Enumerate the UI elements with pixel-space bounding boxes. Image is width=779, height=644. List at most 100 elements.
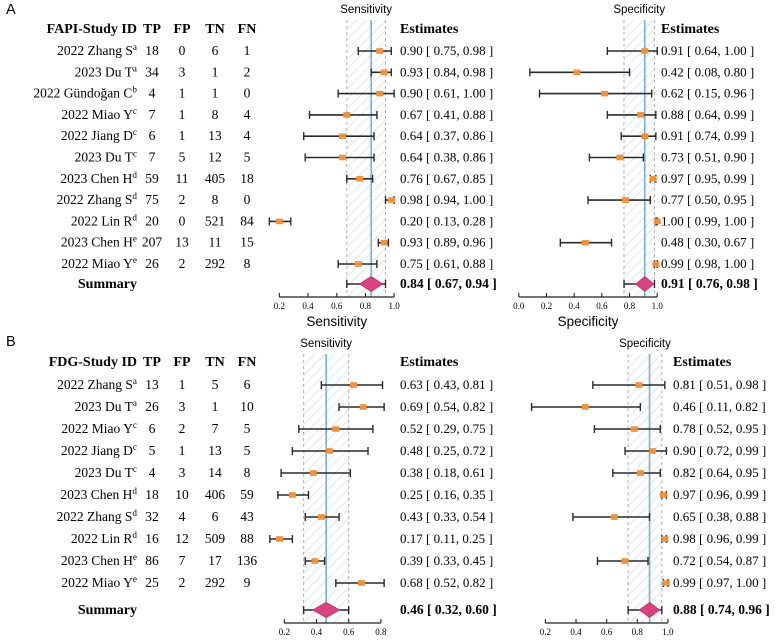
study-label: 2023 Chen He (61, 552, 137, 568)
study-label: 2022 Miao Ye (61, 574, 137, 590)
point-estimate-marker (621, 197, 629, 203)
cell-fn: 8 (244, 256, 251, 271)
point-estimate-marker (652, 261, 660, 267)
cell-tp: 4 (149, 465, 156, 480)
axis-tick-label: 0.2 (279, 627, 290, 637)
estimate-label: 0.93 [ 0.84, 0.98 ] (400, 64, 493, 79)
point-estimate-marker (317, 514, 325, 520)
axis-tick-label: 0.4 (302, 301, 314, 311)
study-label: 2023 Du Ta (75, 63, 137, 79)
estimate-label: 0.99 [ 0.97, 1.00 ] (673, 575, 766, 590)
estimate-label: 0.46 [ 0.11, 0.82 ] (673, 399, 766, 414)
cell-fp: 1 (179, 443, 186, 458)
axis-tick-label: 1.0 (652, 301, 664, 311)
estimate-label: 0.38 [ 0.18, 0.61 ] (400, 465, 493, 480)
count-header: TN (205, 355, 224, 370)
count-header: FP (173, 355, 191, 370)
cell-fn: 5 (244, 443, 251, 458)
estimate-label: 0.99 [ 0.98, 1.00 ] (661, 256, 754, 271)
study-label: 2022 Miao Yc (61, 106, 137, 122)
estimate-label: 0.78 [ 0.52, 0.95 ] (673, 421, 766, 436)
point-estimate-marker (387, 197, 395, 203)
point-estimate-marker (661, 536, 669, 542)
cell-tn: 1 (212, 399, 219, 414)
point-estimate-marker (288, 492, 296, 498)
cell-fp: 1 (179, 107, 186, 122)
estimate-label: 0.90 [ 0.75, 0.98 ] (400, 43, 493, 58)
point-estimate-marker (635, 382, 643, 388)
point-estimate-marker (354, 261, 362, 267)
axis-tick-label: 0.4 (311, 627, 323, 637)
point-estimate-marker (325, 448, 333, 454)
point-estimate-marker (653, 218, 661, 225)
point-estimate-marker (275, 218, 283, 225)
axis-tick-label: 0.0 (513, 301, 525, 311)
point-estimate-marker (581, 239, 589, 246)
point-estimate-marker (376, 90, 384, 97)
study-row: 2022 Gündoğan Cb 4 1 1 0 0.90 [ 0.61, 1.00 ] 0… (33, 85, 754, 101)
cell-tp: 59 (145, 171, 159, 186)
cell-tn: 14 (208, 465, 222, 480)
study-label: 2022 Lin Rd (71, 212, 138, 228)
estimate-label: 0.64 [ 0.38, 0.86 ] (400, 150, 493, 165)
cell-tp: 5 (149, 443, 156, 458)
study-label: 2022 Zhang Sd (57, 191, 138, 207)
study-label: 2022 Gündoğan Cb (33, 85, 137, 101)
study-label: 2022 Zhang Sd (57, 508, 138, 524)
summary-estimate-label: 0.84 [ 0.67, 0.94 ] (400, 276, 497, 291)
study-label: 2023 Du Tc (75, 464, 137, 480)
study-row: 2022 Jiang Dc 6 1 13 4 0.64 [ 0.37, 0.86 ] 0.9… (61, 127, 754, 143)
point-estimate-marker (659, 492, 667, 498)
panel-b-fdg: B Sensitivity Specificity FDG-Study ID TP FP T… (0, 332, 779, 644)
point-estimate-marker (649, 448, 657, 454)
estimate-label: 1.00 [ 0.99, 1.00 ] (661, 213, 754, 228)
point-estimate-marker (338, 133, 346, 139)
panel-label: A (6, 2, 16, 18)
axis-label: Sensitivity (306, 314, 367, 329)
study-row: 2023 Du Ta 26 3 1 10 0.69 [ 0.54, 0.82 ] 0.46 … (75, 398, 766, 414)
point-estimate-marker (343, 112, 351, 118)
cell-fn: 15 (240, 235, 254, 250)
point-estimate-marker (581, 404, 589, 410)
study-id-header: FDG-Study ID (49, 355, 137, 370)
point-estimate-marker (358, 580, 366, 586)
point-estimate-marker (380, 239, 388, 246)
axis-label: Specificity (558, 314, 619, 329)
estimates-header: Estimates (400, 22, 459, 37)
cell-fp: 4 (179, 509, 186, 524)
point-estimate-marker (616, 154, 624, 161)
point-estimate-marker (350, 382, 358, 388)
cell-tn: 1 (212, 64, 219, 79)
estimate-label: 0.48 [ 0.25, 0.72 ] (400, 443, 493, 458)
estimate-label: 0.52 [ 0.29, 0.75 ] (400, 421, 493, 436)
point-estimate-marker (601, 90, 609, 97)
cell-tp: 16 (145, 531, 159, 546)
cell-tp: 7 (149, 150, 156, 165)
cell-fp: 13 (175, 235, 189, 250)
cell-tn: 12 (208, 150, 222, 165)
cell-fn: 43 (240, 509, 254, 524)
study-row: 2023 Chen Hd 59 11 405 18 0.76 [ 0.67, 0.85 ]… (60, 170, 754, 186)
axis-tick-label: 0.6 (601, 627, 613, 637)
cell-tp: 13 (145, 377, 159, 392)
cell-tp: 6 (149, 128, 156, 143)
axis-tick-label: 0.8 (375, 627, 387, 637)
count-header: FN (238, 22, 257, 37)
point-estimate-marker (359, 404, 367, 410)
estimate-label: 0.68 [ 0.52, 0.82 ] (400, 575, 493, 590)
summary-diamond (311, 602, 341, 618)
cell-fn: 1 (244, 43, 251, 58)
estimate-label: 0.73 [ 0.51, 0.90 ] (661, 150, 754, 165)
point-estimate-marker (630, 426, 638, 432)
study-label: 2022 Miao Yc (61, 420, 137, 436)
point-estimate-marker (610, 514, 618, 520)
study-row: 2022 Zhang Sa 13 1 5 6 0.63 [ 0.43, 0.81 ] 0.8… (57, 376, 766, 392)
axis-tick-label: 0.8 (632, 627, 644, 637)
axis-tick-label: 0.2 (274, 301, 285, 311)
cell-fn: 18 (240, 171, 254, 186)
point-estimate-marker (573, 69, 581, 76)
cell-tp: 6 (149, 421, 156, 436)
estimate-label: 0.81 [ 0.51, 0.98 ] (673, 377, 766, 392)
cell-tn: 1 (212, 86, 219, 101)
cell-tp: 26 (145, 256, 159, 271)
